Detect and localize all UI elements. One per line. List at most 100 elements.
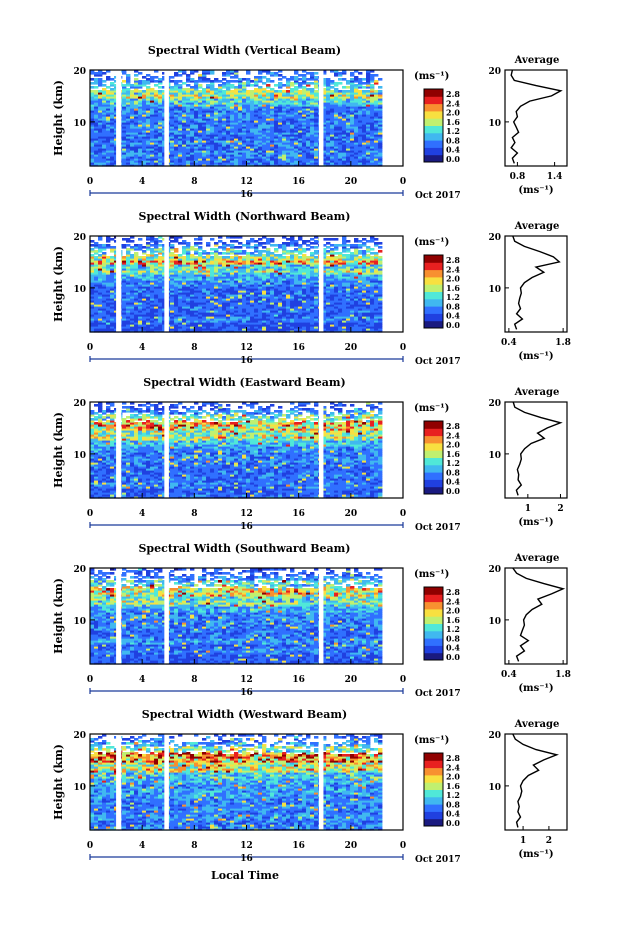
heatmap-cell: [182, 154, 187, 157]
heatmap-cell: [254, 156, 259, 159]
heatmap-cell: [350, 144, 355, 147]
heatmap-cell: [234, 108, 239, 111]
heatmap-cell: [242, 112, 247, 115]
heatmap-cell: [238, 144, 243, 147]
heatmap-cell: [202, 152, 207, 155]
heatmap-cell: [242, 130, 247, 133]
heatmap-cell: [186, 156, 191, 159]
heatmap-cell: [142, 142, 147, 145]
heatmap-cell: [270, 128, 275, 131]
heatmap-cell: [278, 120, 283, 123]
heatmap-cell: [254, 120, 259, 123]
heatmap-cell: [126, 138, 131, 141]
heatmap-cell: [170, 128, 175, 131]
heatmap-cell: [306, 124, 311, 127]
heatmap-cell: [106, 76, 111, 79]
heatmap-cell: [170, 86, 175, 89]
heatmap-cell: [306, 88, 311, 91]
heatmap-cell: [350, 148, 355, 151]
heatmap-cell: [266, 112, 271, 115]
heatmap-cell: [370, 112, 375, 115]
heatmap-cell: [330, 142, 335, 145]
heatmap-cell: [138, 136, 143, 139]
heatmap-cell: [190, 160, 195, 163]
heatmap-cell: [174, 118, 179, 121]
heatmap-cell: [142, 80, 147, 83]
heatmap-cell: [210, 152, 215, 155]
colorbar-segment: [424, 118, 443, 126]
heatmap-cell: [370, 138, 375, 141]
heatmap-cell: [138, 72, 143, 75]
heatmap-cell: [134, 146, 139, 149]
heatmap-cell: [154, 132, 159, 135]
heatmap-cell: [98, 126, 103, 129]
heatmap-cell: [366, 132, 371, 135]
heatmap-cell: [174, 116, 179, 119]
heatmap-cell: [298, 164, 303, 167]
heatmap-cell: [206, 114, 211, 117]
heatmap-cell: [346, 120, 351, 123]
heatmap-cell: [270, 138, 275, 141]
heatmap-cell: [186, 116, 191, 119]
heatmap-cell: [102, 124, 107, 127]
heatmap-cell: [278, 134, 283, 137]
heatmap-cell: [358, 156, 363, 159]
heatmap-cell: [354, 132, 359, 135]
heatmap-cell: [374, 152, 379, 155]
heatmap-cell: [250, 114, 255, 117]
heatmap-cell: [190, 86, 195, 89]
heatmap-cell: [142, 128, 147, 131]
heatmap-cell: [326, 116, 331, 119]
heatmap-cell: [226, 158, 231, 161]
heatmap-cell: [206, 124, 211, 127]
heatmap-cell: [330, 154, 335, 157]
heatmap-cell: [190, 134, 195, 137]
heatmap-cell: [146, 160, 151, 163]
heatmap-cell: [226, 164, 231, 167]
heatmap-cell: [362, 124, 367, 127]
heatmap-cell: [178, 158, 183, 161]
heatmap-cell: [326, 114, 331, 117]
heatmap-cell: [358, 78, 363, 81]
avg-y-tick-label: 20: [488, 67, 501, 77]
heatmap-cell: [254, 146, 259, 149]
heatmap-cell: [278, 132, 283, 135]
heatmap-cell: [202, 164, 207, 167]
heatmap-cell: [102, 128, 107, 131]
heatmap-cell: [174, 152, 179, 155]
heatmap-cell: [262, 124, 267, 127]
heatmap-cell: [250, 134, 255, 137]
heatmap-cell: [190, 118, 195, 121]
heatmap-cell: [162, 116, 167, 119]
heatmap-cell: [234, 162, 239, 165]
heatmap-cell: [130, 158, 135, 161]
heatmap-cell: [226, 160, 231, 163]
heatmap-cell: [334, 158, 339, 161]
heatmap-cell: [90, 90, 95, 93]
heatmap-cell: [138, 126, 143, 129]
heatmap-cell: [190, 114, 195, 117]
heatmap-cell: [102, 152, 107, 155]
heatmap-cell: [270, 122, 275, 125]
heatmap-cell: [338, 112, 343, 115]
heatmap-cell: [378, 162, 383, 165]
heatmap-cell: [290, 134, 295, 137]
heatmap-cell: [370, 164, 375, 167]
heatmap-cell: [98, 164, 103, 167]
heatmap-cell: [218, 80, 223, 83]
heatmap-cell: [302, 116, 307, 119]
heatmap-cell: [370, 144, 375, 147]
heatmap-cell: [170, 132, 175, 135]
heatmap-cell: [154, 136, 159, 139]
heatmap-cell: [286, 112, 291, 115]
heatmap-cell: [302, 110, 307, 113]
heatmap-cell: [234, 120, 239, 123]
heatmap-cell: [170, 136, 175, 139]
heatmap-cell: [310, 146, 315, 149]
heatmap-cell: [298, 136, 303, 139]
heatmap-cell: [178, 162, 183, 165]
heatmap-cell: [98, 162, 103, 165]
heatmap-cell: [282, 136, 287, 139]
heatmap-cell: [262, 150, 267, 153]
heatmap-cell: [154, 156, 159, 159]
